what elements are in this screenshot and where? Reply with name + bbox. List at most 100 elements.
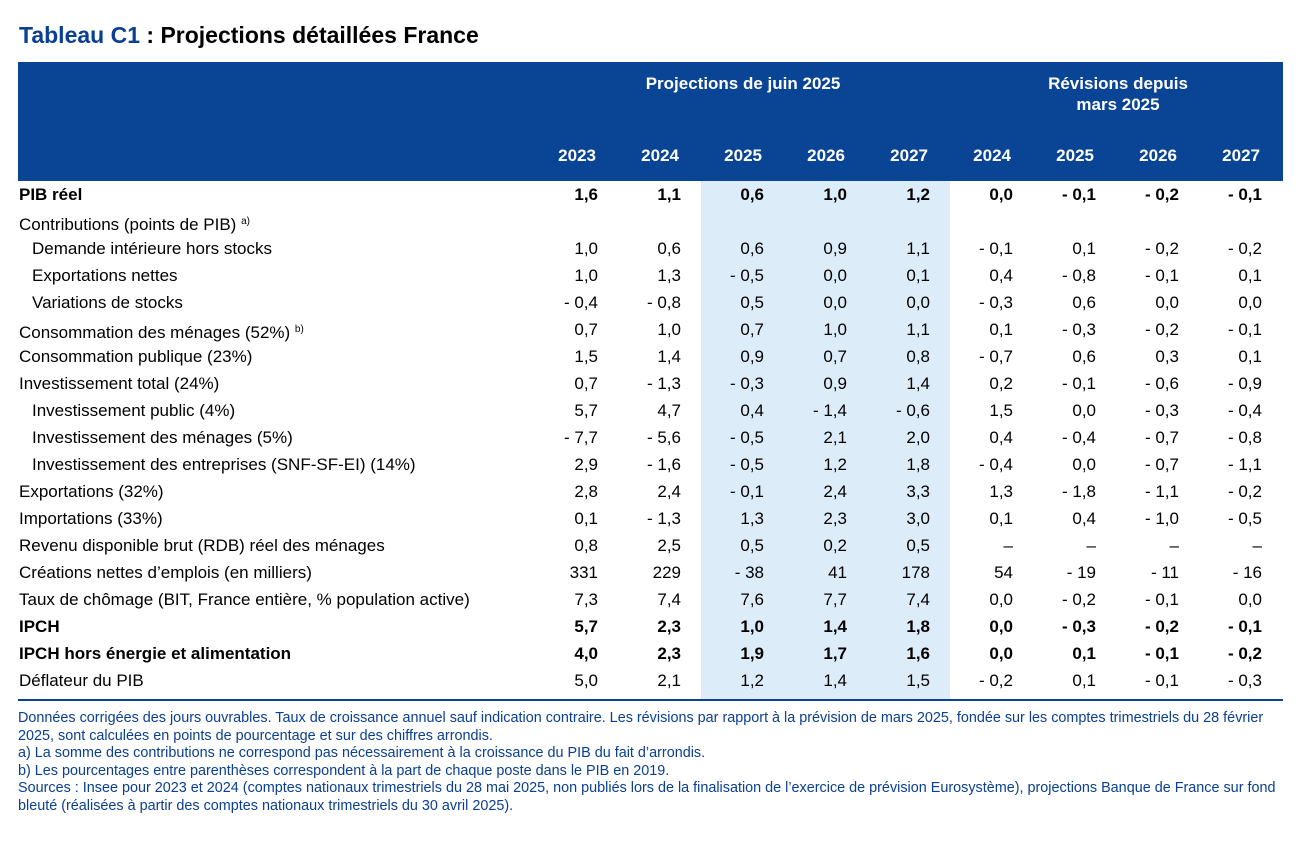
- table-cell: 0,1: [860, 262, 930, 289]
- table-row: Exportations nettes 1,0 1,3- 0,5 0,0 0,1 0,4-…: [18, 262, 1283, 289]
- row-label-text: PIB réel: [19, 185, 82, 204]
- table-cell: 1,3: [611, 262, 681, 289]
- row-label-text: Taux de chômage (BIT, France entière, % …: [19, 590, 470, 609]
- table-cell: 0,8: [860, 343, 930, 370]
- table-cell: - 0,5: [1192, 505, 1262, 532]
- table-cell: 1,9: [694, 640, 764, 667]
- table-row: Variations de stocks - 0,4- 0,8 0,5 0,0 0,0-…: [18, 289, 1283, 316]
- table-cell: 1,2: [694, 667, 764, 694]
- table-cell: - 0,1: [1109, 262, 1179, 289]
- table-cell: 0,8: [528, 532, 598, 559]
- header-group-projections: Projections de juin 2025: [578, 73, 908, 94]
- table-cell: 331: [528, 559, 598, 586]
- table-cell: - 0,7: [1109, 451, 1179, 478]
- table-cell: - 1,1: [1109, 478, 1179, 505]
- table-cell: 0,1: [943, 316, 1013, 343]
- table-cell: 0,0: [1026, 397, 1096, 424]
- row-footnote-marker: b): [295, 324, 304, 335]
- table-cell: 1,8: [860, 613, 930, 640]
- table-cell: 0,2: [777, 532, 847, 559]
- header-year: 2027: [868, 146, 928, 166]
- header-year: 2026: [785, 146, 845, 166]
- header-group-revisions-line1: Révisions depuis: [1008, 73, 1228, 94]
- table-cell: 5,7: [528, 397, 598, 424]
- table-cell: - 0,7: [1109, 424, 1179, 451]
- table-cell: 1,2: [860, 181, 930, 208]
- table-cell: - 0,7: [943, 343, 1013, 370]
- table-cell: - 1,3: [611, 505, 681, 532]
- table-cell: 1,0: [528, 262, 598, 289]
- table-cell: - 0,6: [860, 397, 930, 424]
- table-cell: 178: [860, 559, 930, 586]
- table-cell: - 1,3: [611, 370, 681, 397]
- table-cell: 3,0: [860, 505, 930, 532]
- table-cell: 1,5: [528, 343, 598, 370]
- table-cell: 0,0: [943, 640, 1013, 667]
- table-row: IPCH hors énergie et alimentation 4,0 2,3 1…: [18, 640, 1283, 667]
- header-year: 2025: [702, 146, 762, 166]
- table-cell: 0,1: [1192, 262, 1262, 289]
- table-cell: 1,8: [860, 451, 930, 478]
- table-number: Tableau C1: [19, 22, 140, 48]
- table-cell: - 0,1: [1109, 640, 1179, 667]
- table-cell: 1,4: [611, 343, 681, 370]
- table-cell: 1,1: [860, 235, 930, 262]
- table-cell: - 0,8: [611, 289, 681, 316]
- table-cell: 1,4: [777, 613, 847, 640]
- table-cell: 0,1: [1026, 235, 1096, 262]
- table-row: Importations (33%) 0,1- 1,3 1,3 2,3 3,0 0,1 0,…: [18, 505, 1283, 532]
- row-label: PIB réel: [19, 181, 82, 208]
- table-body: PIB réel 1,6 1,1 0,6 1,0 1,2 0,0 - 0,1 - 0,2 - 0,…: [18, 181, 1283, 694]
- row-label-text: Variations de stocks: [32, 293, 183, 312]
- table-cell: 7,6: [694, 586, 764, 613]
- table-cell: - 0,3: [943, 289, 1013, 316]
- table-cell: 0,1: [943, 505, 1013, 532]
- table-cell: - 5,6: [611, 424, 681, 451]
- row-label-text: Déflateur du PIB: [19, 671, 144, 690]
- table-cell: - 38: [694, 559, 764, 586]
- table-cell: 1,7: [777, 640, 847, 667]
- table-cell: - 0,1: [1026, 370, 1096, 397]
- header-year: 2026: [1117, 146, 1177, 166]
- row-label-text: Investissement des entreprises (SNF-SF-E…: [32, 455, 416, 474]
- row-label-text: Importations (33%): [19, 509, 163, 528]
- row-footnote-marker: a): [241, 216, 250, 227]
- table-cell: - 0,2: [1109, 316, 1179, 343]
- table-cell: 5,0: [528, 667, 598, 694]
- table-cell: - 0,2: [1109, 613, 1179, 640]
- note-b: b) Les pourcentages entre parenthèses co…: [18, 763, 1288, 781]
- table-row: Investissement des entreprises (SNF-SF-E…: [18, 451, 1283, 478]
- table-cell: - 0,2: [1109, 181, 1179, 208]
- table-cell: - 0,3: [1026, 316, 1096, 343]
- row-label: Consommation des ménages (52%) b): [19, 316, 304, 346]
- table-cell: - 0,1: [694, 478, 764, 505]
- note-a: a) La somme des contributions ne corresp…: [18, 745, 1288, 763]
- table-cell: 0,0: [943, 613, 1013, 640]
- table-cell: - 0,2: [1192, 640, 1262, 667]
- table-row: Revenu disponible brut (RDB) réel des mé…: [18, 532, 1283, 559]
- table-cell: 0,5: [694, 532, 764, 559]
- table-cell: 1,3: [943, 478, 1013, 505]
- table-cell: 0,0: [943, 181, 1013, 208]
- table-cell: - 0,8: [1192, 424, 1262, 451]
- table-cell: –: [1109, 532, 1179, 559]
- table-cell: - 0,8: [1026, 262, 1096, 289]
- row-label-text: Investissement des ménages (5%): [32, 428, 293, 447]
- table-cell: 0,0: [1109, 289, 1179, 316]
- table-cell: 1,3: [694, 505, 764, 532]
- row-label-text: Revenu disponible brut (RDB) réel des mé…: [19, 536, 385, 555]
- row-label-text: IPCH: [19, 617, 60, 636]
- table-cell: 7,4: [860, 586, 930, 613]
- row-label: Consommation publique (23%): [19, 343, 252, 370]
- row-label: Investissement des entreprises (SNF-SF-E…: [32, 451, 416, 478]
- table-row: PIB réel 1,6 1,1 0,6 1,0 1,2 0,0 - 0,1 - 0,2 - 0,…: [18, 181, 1283, 208]
- table-row: Demande intérieure hors stocks 1,0 0,6 0,6 0…: [18, 235, 1283, 262]
- table-cell: - 0,2: [1192, 235, 1262, 262]
- table-cell: - 7,7: [528, 424, 598, 451]
- row-label-text: Consommation des ménages (52%): [19, 323, 290, 342]
- table-cell: - 0,2: [1109, 235, 1179, 262]
- row-label-text: Consommation publique (23%): [19, 347, 252, 366]
- table-row: Consommation des ménages (52%) b) 0,7 1,0 0…: [18, 316, 1283, 343]
- table-cell: 2,4: [777, 478, 847, 505]
- row-label: Investissement public (4%): [32, 397, 235, 424]
